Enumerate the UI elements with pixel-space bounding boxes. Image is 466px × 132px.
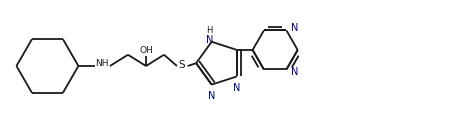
Text: N: N <box>206 35 214 45</box>
Text: N: N <box>292 23 299 33</box>
Text: H: H <box>206 26 212 35</box>
Text: N: N <box>208 91 215 101</box>
Text: N: N <box>233 83 240 93</box>
Text: OH: OH <box>139 46 153 55</box>
Text: N: N <box>292 67 299 77</box>
Text: S: S <box>179 60 185 70</box>
Text: NH: NH <box>96 59 109 68</box>
